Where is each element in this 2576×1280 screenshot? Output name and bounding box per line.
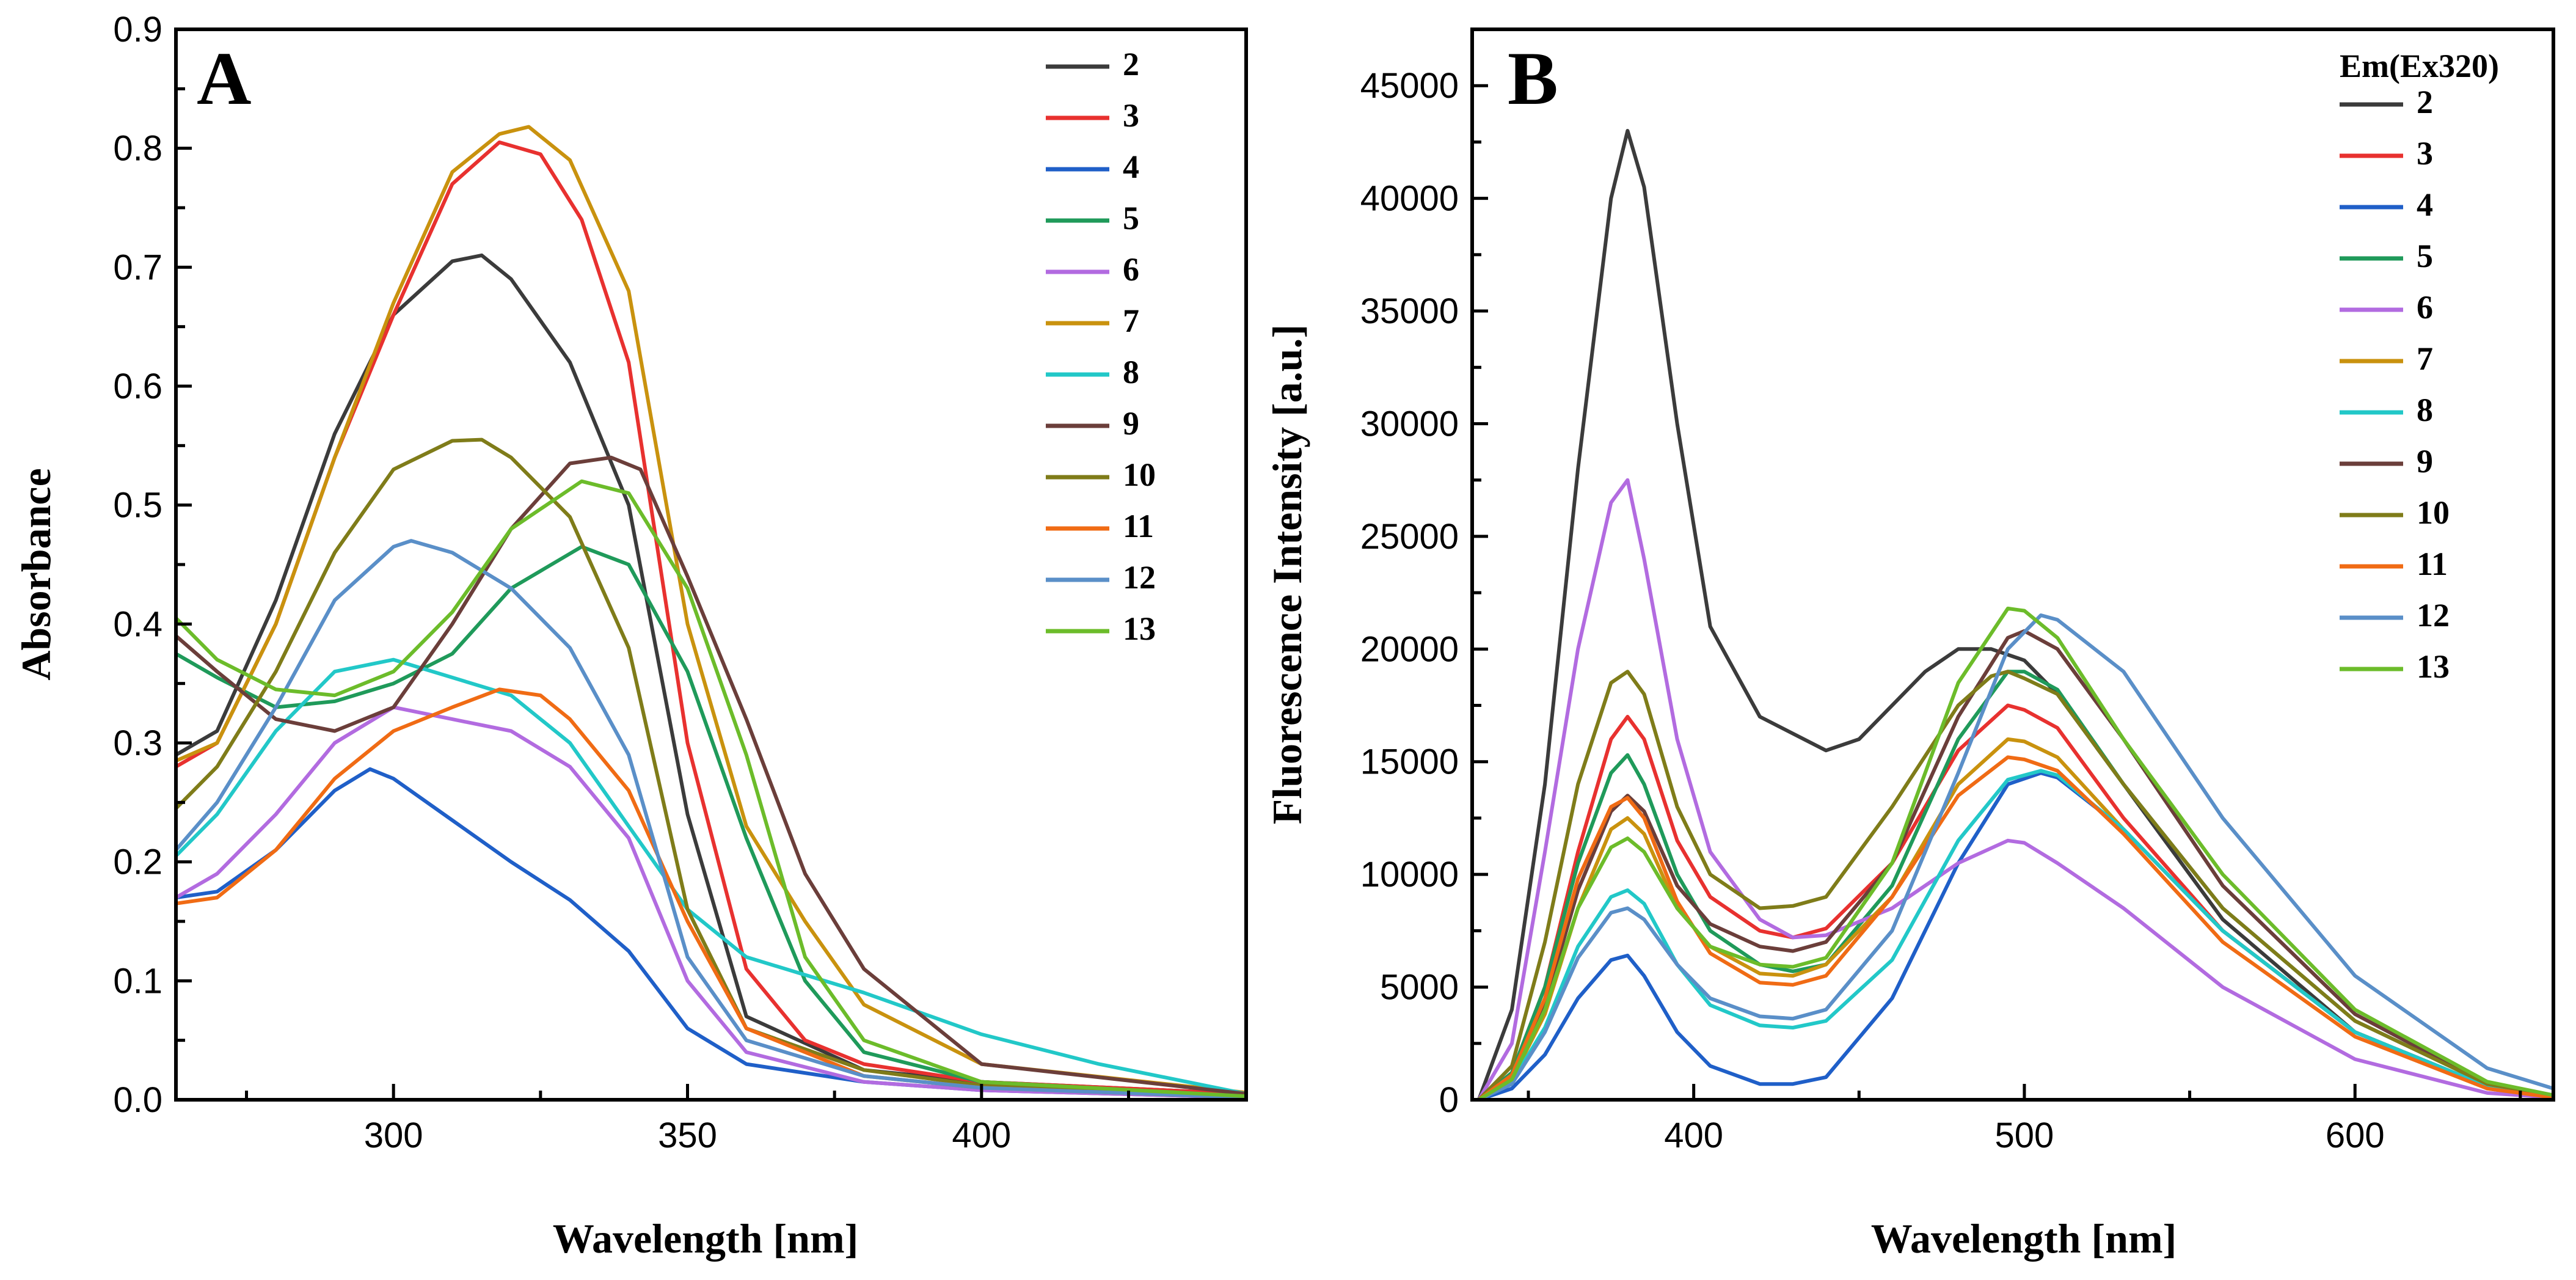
y-tick-label: 25000 xyxy=(1360,517,1459,557)
panel-a-legend: 2 3 4 5 6 7 8 9 10 11 12 13 xyxy=(1046,46,1156,647)
y-tick-label: 0.4 xyxy=(113,604,162,644)
legend-label-8: 8 xyxy=(2417,392,2433,428)
legend-label-4: 4 xyxy=(1123,148,1139,185)
legend-label-4: 4 xyxy=(2417,186,2433,223)
panel-a-ticks: 300 350 400 0.0 0.1 0.2 0.3 0.4 0.5 0.6 0.7 0.8 0.9 xyxy=(113,10,1130,1155)
x-tick-label: 300 xyxy=(364,1116,423,1155)
panel-a-y-axis-title: Absorbance xyxy=(13,468,59,681)
legend-label-2: 2 xyxy=(2417,84,2433,120)
series-line-6 xyxy=(1476,478,2555,1102)
y-tick-label: 0.2 xyxy=(113,843,162,882)
panel-b-series-lines xyxy=(1476,129,2555,1102)
y-tick-label: 0.1 xyxy=(113,961,162,1001)
panel-a-x-axis-title: Wavelength [nm] xyxy=(553,1215,859,1262)
panel-a-letter: A xyxy=(197,37,252,120)
y-tick-label: 45000 xyxy=(1360,66,1459,106)
y-tick-label: 40000 xyxy=(1360,179,1459,219)
legend-label-12: 12 xyxy=(1123,559,1156,596)
legend-label-12: 12 xyxy=(2417,597,2450,634)
panel-b-plot-frame xyxy=(1470,27,2555,1102)
series-line-7 xyxy=(174,125,1248,1095)
y-tick-label: 0.8 xyxy=(113,129,162,169)
legend-label-13: 13 xyxy=(2417,648,2450,685)
series-line-11 xyxy=(1476,755,2555,1102)
y-tick-label: 0.3 xyxy=(113,723,162,763)
panel-b-letter: B xyxy=(1508,37,1558,120)
x-tick-label: 600 xyxy=(2326,1116,2385,1155)
legend-label-5: 5 xyxy=(1123,200,1139,236)
y-tick-label: 0.5 xyxy=(113,486,162,525)
y-tick-label: 0.6 xyxy=(113,367,162,406)
x-tick-label: 400 xyxy=(1664,1116,1723,1155)
legend-label-11: 11 xyxy=(2417,546,2448,582)
y-tick-label: 30000 xyxy=(1360,404,1459,444)
y-tick-label: 20000 xyxy=(1360,629,1459,669)
series-line-10 xyxy=(1476,670,2555,1102)
series-line-12 xyxy=(174,539,1248,1100)
legend-label-6: 6 xyxy=(2417,289,2433,326)
panel-b-ticks: 400 500 600 0 5000 10000 15000 20000 25000 30000 3… xyxy=(1360,27,2522,1155)
series-line-8 xyxy=(174,657,1248,1096)
y-tick-label: 35000 xyxy=(1360,291,1459,331)
legend-label-10: 10 xyxy=(2417,494,2450,531)
legend-label-13: 13 xyxy=(1123,610,1156,647)
panel-b-x-axis-title: Wavelength [nm] xyxy=(1871,1215,2177,1262)
series-line-13 xyxy=(174,479,1248,1099)
y-tick-label: 5000 xyxy=(1380,968,1459,1008)
panel-a: 300 350 4000.00.10.20.30.40.50.60.70.80.9 … xyxy=(13,10,1248,1262)
series-line-3 xyxy=(1476,703,2555,1102)
y-tick-label: 15000 xyxy=(1360,742,1459,782)
x-tick-label: 350 xyxy=(658,1116,717,1155)
series-line-8 xyxy=(1476,769,2555,1102)
legend-label-8: 8 xyxy=(1123,354,1139,390)
y-tick-label: 10000 xyxy=(1360,855,1459,894)
x-tick-label: 400 xyxy=(952,1116,1011,1155)
panel-a-plot-frame xyxy=(174,27,1248,1102)
series-line-2 xyxy=(174,253,1248,1096)
x-tick-label: 500 xyxy=(1995,1116,2054,1155)
legend-label-2: 2 xyxy=(1123,46,1139,82)
series-line-2 xyxy=(1476,129,2555,1102)
series-line-9 xyxy=(1476,629,2555,1102)
legend-label-10: 10 xyxy=(1123,456,1156,493)
legend-label-3: 3 xyxy=(1123,97,1139,134)
legend-label-9: 9 xyxy=(2417,443,2433,480)
panel-b-legend-title: Em(Ex320) xyxy=(2340,48,2499,84)
series-line-11 xyxy=(174,687,1248,1100)
legend-label-5: 5 xyxy=(2417,238,2433,274)
series-line-10 xyxy=(174,437,1248,1099)
y-tick-label: 0.7 xyxy=(113,247,162,287)
series-line-9 xyxy=(174,455,1248,1096)
legend-label-3: 3 xyxy=(2417,135,2433,172)
legend-label-7: 7 xyxy=(1123,302,1139,339)
y-tick-label: 0.0 xyxy=(113,1080,162,1120)
legend-label-7: 7 xyxy=(2417,340,2433,377)
legend-label-6: 6 xyxy=(1123,251,1139,288)
panel-b-legend: 2 3 4 5 6 7 8 9 10 11 12 13 xyxy=(2340,84,2450,685)
series-line-4 xyxy=(174,767,1248,1100)
panel-b: 400 500 600 0 5000 10000 15000 20000 25000 30000 3… xyxy=(1264,27,2555,1262)
series-line-6 xyxy=(174,705,1248,1100)
panel-b-y-axis-title: Fluorescence Intensity [a.u.] xyxy=(1264,324,1310,824)
y-tick-label: 0.9 xyxy=(113,10,162,49)
legend-label-9: 9 xyxy=(1123,405,1139,442)
series-line-12 xyxy=(1476,613,2555,1102)
y-tick-label: 0 xyxy=(1439,1080,1459,1120)
series-line-13 xyxy=(1476,606,2555,1102)
legend-label-11: 11 xyxy=(1123,508,1154,544)
panel-a-series-lines xyxy=(174,125,1248,1100)
